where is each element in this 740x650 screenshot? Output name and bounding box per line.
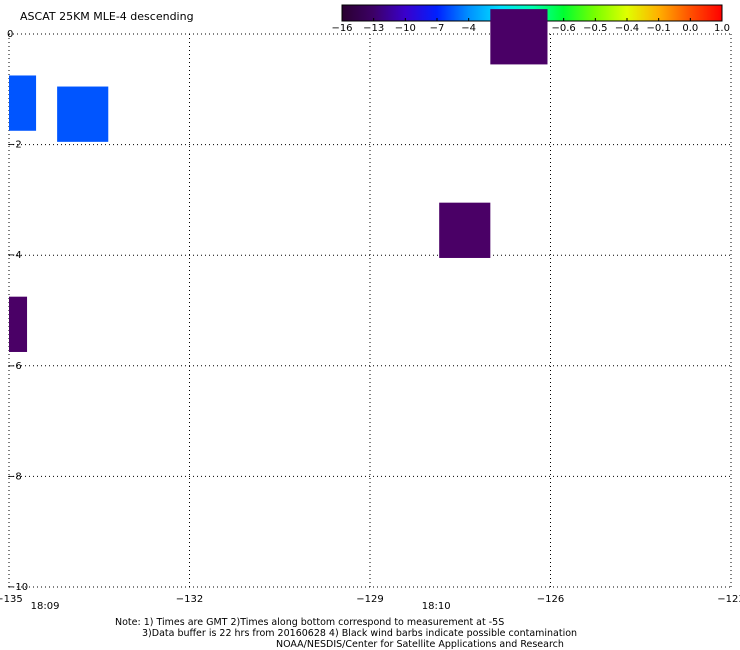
y-tick-label: −8 [7, 471, 22, 482]
grid [8, 33, 732, 588]
chart-title: ASCAT 25KM MLE-4 descending [20, 10, 194, 23]
note-line-3: NOAA/NESDIS/Center for Satellite Applica… [276, 639, 564, 650]
colorbar-tick-label: −0.4 [615, 23, 639, 34]
colorbar-tick-label: −0.1 [647, 23, 671, 34]
note-line-2: 3)Data buffer is 22 hrs from 20160628 4)… [142, 628, 577, 639]
x-axis-ticks: −135 −132 −129 −126 −123 [0, 594, 740, 605]
x-tick-label: −126 [537, 594, 564, 605]
colorbar-tick-label: −7 [430, 23, 445, 34]
data-cell [439, 202, 491, 258]
y-tick-label: 0 [7, 29, 13, 40]
y-tick-label: −2 [7, 140, 22, 151]
data-cells [9, 9, 548, 352]
y-tick-label: −4 [7, 250, 22, 261]
colorbar-tick-label: −13 [363, 23, 384, 34]
x-tick-label: −135 [0, 594, 23, 605]
x-tick-label: −129 [356, 594, 383, 605]
data-cell [9, 296, 28, 352]
time-label: 18:09 [31, 601, 60, 612]
x-tick-label: −132 [176, 594, 203, 605]
colorbar-tick-label: −16 [331, 23, 352, 34]
data-cell [9, 75, 37, 131]
data-cell [490, 9, 548, 65]
colorbar-tick-label: 0.0 [682, 23, 698, 34]
colorbar-tick-label: 1.0 [714, 23, 730, 34]
y-tick-label: −10 [7, 582, 28, 593]
colorbar-tick-label: −0.5 [583, 23, 607, 34]
y-tick-label: −6 [7, 361, 22, 372]
y-axis-ticks: 0 −2 −4 −6 −8 −10 [7, 29, 28, 593]
note-line-1: Note: 1) Times are GMT 2)Times along bot… [115, 617, 504, 628]
colorbar-tick-label: −0.6 [552, 23, 576, 34]
colorbar-tick-label: −4 [461, 23, 476, 34]
time-labels: 18:09 18:10 [31, 601, 451, 612]
data-cell [57, 86, 109, 142]
colorbar-tick-label: −10 [395, 23, 416, 34]
x-tick-label: −123 [717, 594, 740, 605]
time-label: 18:10 [422, 601, 451, 612]
